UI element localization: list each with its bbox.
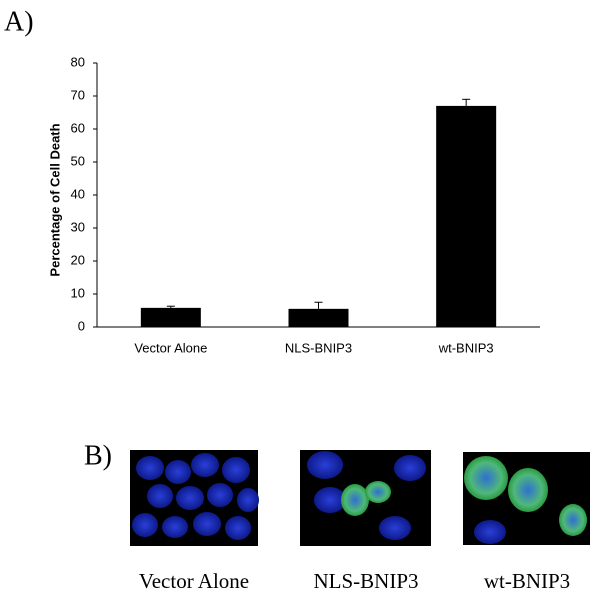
y-tick-label: 50 <box>71 153 85 168</box>
image-caption: Vector Alone <box>139 569 249 593</box>
x-tick-label: Vector Alone <box>134 340 207 355</box>
panel-label: B) <box>84 440 112 471</box>
error-bar <box>166 305 175 308</box>
y-tick-label: 70 <box>71 87 85 102</box>
y-tick-label: 10 <box>71 285 85 300</box>
bar <box>436 105 497 328</box>
y-tick-label: 60 <box>71 120 85 135</box>
micrograph <box>463 452 590 545</box>
image-caption: wt-BNIP3 <box>484 569 570 593</box>
y-tick-label: 0 <box>78 318 85 333</box>
image-caption: NLS-BNIP3 <box>313 569 418 593</box>
y-tick-label: 80 <box>71 54 85 69</box>
y-tick-label: 40 <box>71 186 85 201</box>
y-axis-label: Percentage of Cell Death <box>47 123 62 276</box>
bar <box>140 307 201 327</box>
error-bar <box>314 301 323 309</box>
panel-label: A) <box>4 6 34 37</box>
x-tick-label: NLS-BNIP3 <box>285 340 352 355</box>
micrograph <box>130 450 259 546</box>
bar <box>288 308 349 327</box>
x-tick-label: wt-BNIP3 <box>438 340 494 355</box>
error-bar <box>462 98 471 106</box>
micrograph <box>300 450 431 546</box>
y-tick-label: 20 <box>71 252 85 267</box>
y-tick-label: 30 <box>71 219 85 234</box>
